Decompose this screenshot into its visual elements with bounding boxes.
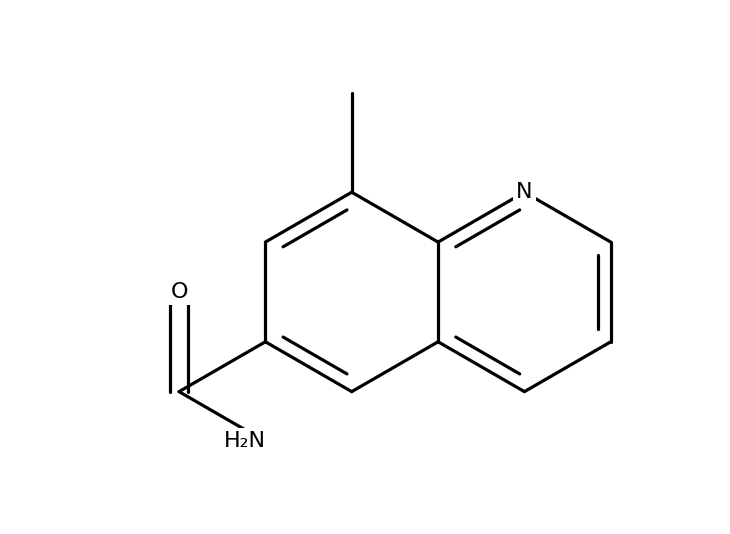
Text: N: N <box>516 182 533 202</box>
Text: H₂N: H₂N <box>223 431 266 451</box>
Text: O: O <box>170 282 188 302</box>
